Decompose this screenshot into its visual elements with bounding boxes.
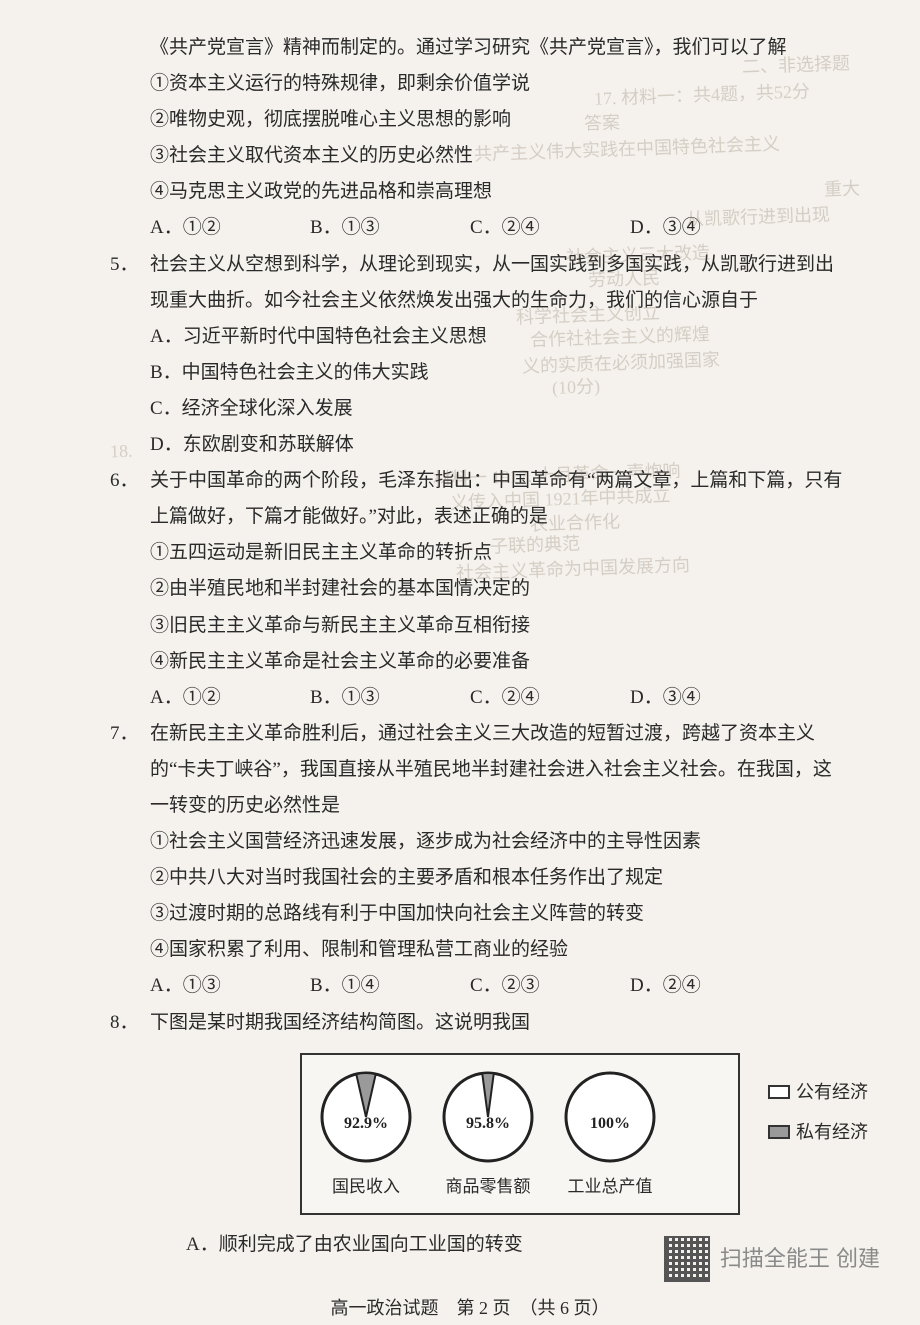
- pie-label-1: 商品零售额: [446, 1171, 531, 1203]
- pie-1: 95.8% 商品零售额: [440, 1069, 536, 1203]
- q4-intro: 《共产党宣言》精神而制定的。通过学习研究《共产党宣言》，我们可以了解: [150, 30, 850, 66]
- q6-opt-c: C．②④: [470, 680, 630, 716]
- q7-opt-c: C．②③: [470, 968, 630, 1004]
- q6-stmt-1: ①五四运动是新旧民主主义革命的转折点: [150, 535, 850, 571]
- q4-stmt-1: ①资本主义运行的特殊规律，即剩余价值学说: [150, 66, 850, 102]
- legend-label-public: 公有经济: [796, 1075, 868, 1109]
- watermark-text: 扫描全能王 创建: [720, 1238, 880, 1280]
- pie-pct-2: 100%: [590, 1109, 630, 1139]
- q6-opt-a: A．①②: [150, 680, 310, 716]
- q6-stem: 关于中国革命的两个阶段，毛泽东指出：中国革命有“两篇文章，上篇和下篇，只有上篇做…: [150, 463, 850, 535]
- economy-pie-chart: 92.9%国民收入95.8%商品零售额100%工业总产值 公有经济 私有经济: [300, 1053, 740, 1215]
- q7-number: 7．: [110, 716, 150, 824]
- q6-number: 6．: [110, 463, 150, 535]
- q4-opt-b: B．①③: [310, 210, 470, 246]
- legend-swatch-public: [768, 1085, 790, 1099]
- q6-opt-b: B．①③: [310, 680, 470, 716]
- pie-2: 100% 工业总产值: [562, 1069, 658, 1203]
- pie-label-2: 工业总产值: [568, 1171, 653, 1203]
- legend-label-private: 私有经济: [796, 1115, 868, 1149]
- q6-stmt-3: ③旧民主主义革命与新民主主义革命互相衔接: [150, 608, 850, 644]
- q8-number: 8．: [110, 1005, 150, 1041]
- q4-stmt-3: ③社会主义取代资本主义的历史必然性: [150, 138, 850, 174]
- watermark: 扫描全能王 创建: [664, 1236, 880, 1282]
- q6-stmt-4: ④新民主主义革命是社会主义革命的必要准备: [150, 644, 850, 680]
- qr-icon: [664, 1236, 710, 1282]
- q7-stem: 在新民主主义革命胜利后，通过社会主义三大改造的短暂过渡，跨越了资本主义的“卡夫丁…: [150, 716, 850, 824]
- q5-number: 5．: [110, 247, 150, 319]
- q4-opt-a: A．①②: [150, 210, 310, 246]
- q5-opt-a: A．习近平新时代中国特色社会主义思想: [150, 319, 850, 355]
- q4-options: A．①② B．①③ C．②④ D．③④: [150, 210, 850, 246]
- pie-label-0: 国民收入: [332, 1171, 400, 1203]
- page-footer: 高一政治试题 第 2 页 （共 6 页）: [90, 1291, 850, 1325]
- pie-0: 92.9% 国民收入: [318, 1069, 414, 1203]
- q5-opt-c: C．经济全球化深入发展: [150, 391, 850, 427]
- q7-opt-a: A．①③: [150, 968, 310, 1004]
- q4-opt-d: D．③④: [630, 210, 790, 246]
- chart-legend: 公有经济 私有经济: [768, 1075, 868, 1155]
- q5-opt-d: D．东欧剧变和苏联解体: [150, 427, 850, 463]
- q7-opt-b: B．①④: [310, 968, 470, 1004]
- q4-stmt-4: ④马克思主义政党的先进品格和崇高理想: [150, 174, 850, 210]
- q7-stmt-1: ①社会主义国营经济迅速发展，逐步成为社会经济中的主导性因素: [150, 824, 850, 860]
- q6-opt-d: D．③④: [630, 680, 790, 716]
- q7-stmt-2: ②中共八大对当时我国社会的主要矛盾和根本任务作出了规定: [150, 860, 850, 896]
- legend-swatch-private: [768, 1125, 790, 1139]
- q7-stmt-4: ④国家积累了利用、限制和管理私营工商业的经验: [150, 932, 850, 968]
- pie-pct-0: 92.9%: [344, 1109, 388, 1139]
- q7-stmt-3: ③过渡时期的总路线有利于中国加快向社会主义阵营的转变: [150, 896, 850, 932]
- q4-stmt-2: ②唯物史观，彻底摆脱唯心主义思想的影响: [150, 102, 850, 138]
- q6-options: A．①② B．①③ C．②④ D．③④: [150, 680, 850, 716]
- q4-opt-c: C．②④: [470, 210, 630, 246]
- q5-opt-b: B．中国特色社会主义的伟大实践: [150, 355, 850, 391]
- q7-opt-d: D．②④: [630, 968, 790, 1004]
- q5-stem: 社会主义从空想到科学，从理论到现实，从一国实践到多国实践，从凯歌行进到出现重大曲…: [150, 247, 850, 319]
- q6-stmt-2: ②由半殖民地和半封建社会的基本国情决定的: [150, 571, 850, 607]
- pie-pct-1: 95.8%: [466, 1109, 510, 1139]
- q8-stem: 下图是某时期我国经济结构简图。这说明我国: [150, 1005, 850, 1041]
- q7-options: A．①③ B．①④ C．②③ D．②④: [150, 968, 850, 1004]
